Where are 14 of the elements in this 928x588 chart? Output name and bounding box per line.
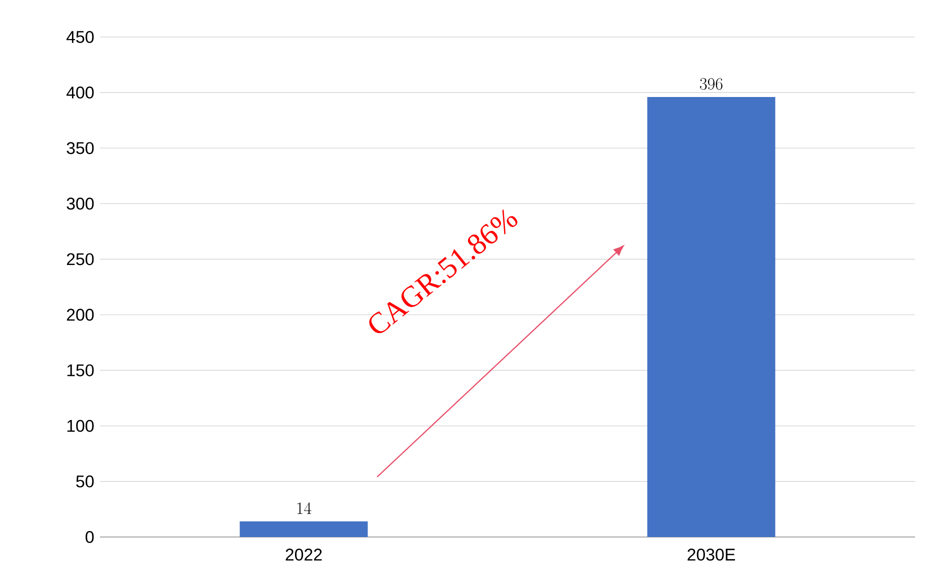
y-tick-label: 100 [67,420,94,432]
y-tick-label: 300 [66,198,94,210]
data-label: 396 [700,78,722,90]
x-tick-label: 2022 [286,548,322,561]
data-label: 14 [297,502,312,514]
y-tick-label: 350 [66,142,94,154]
x-tick-label: 2030E [688,548,735,561]
y-tick-label: 0 [86,530,94,543]
y-tick-label: 150 [67,364,94,376]
y-tick-label: 200 [66,308,94,321]
y-tick-label: 400 [66,86,94,99]
y-tick-label: 450 [66,30,94,43]
y-tick-label: 50 [76,475,94,488]
y-tick-label: 250 [66,253,94,266]
